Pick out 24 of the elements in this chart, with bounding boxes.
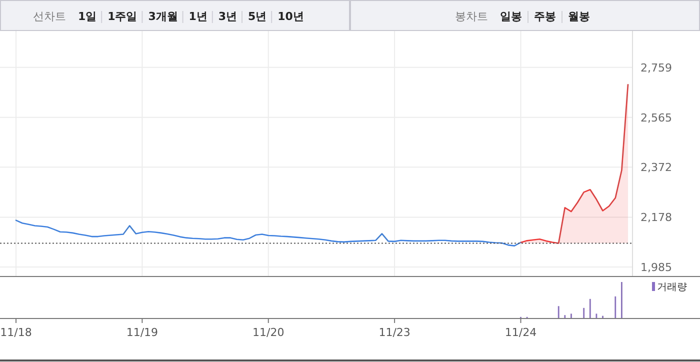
category-label: 월봉 xyxy=(568,10,590,23)
x-tick-label: 11/18 xyxy=(0,326,32,339)
y-tick-label: 2,759 xyxy=(640,61,672,74)
y-tick-label: 2,565 xyxy=(640,111,672,124)
x-tick-label: 11/19 xyxy=(126,326,158,339)
y-tick-label: 2,372 xyxy=(640,161,672,174)
category-label: 3개월 xyxy=(148,10,178,23)
category-label: 1주일 xyxy=(108,10,138,23)
legend-label: 거래량 xyxy=(657,282,687,293)
category-label: 주봉 xyxy=(534,10,556,23)
y-tick-label: 2,178 xyxy=(640,211,672,224)
text: 선차트 xyxy=(33,10,66,23)
category-label: 일봉 xyxy=(500,10,522,23)
text: 봉차트 xyxy=(455,10,488,23)
category-label: 5년 xyxy=(248,10,267,23)
category-label: 1일 xyxy=(78,10,97,23)
x-tick-label: 11/23 xyxy=(378,326,410,339)
category-label: 3년 xyxy=(218,10,238,23)
category-label: 1년 xyxy=(188,10,208,23)
y-tick-label: 1,985 xyxy=(640,260,672,274)
category-label: 10년 xyxy=(278,10,304,23)
line-series xyxy=(15,220,522,246)
x-tick-label: 11/20 xyxy=(252,326,284,339)
x-tick-label: 11/24 xyxy=(504,326,537,339)
